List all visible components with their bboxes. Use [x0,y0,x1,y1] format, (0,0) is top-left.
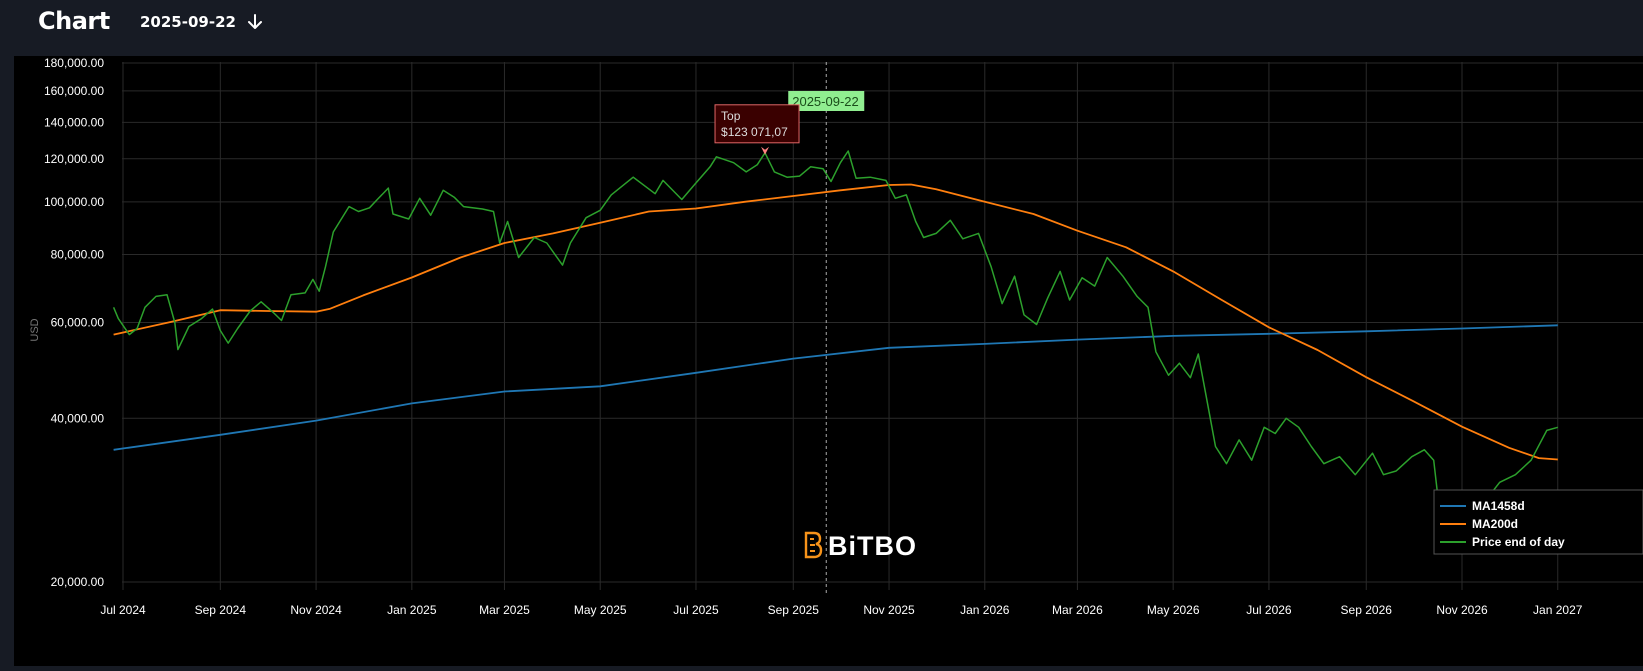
x-tick-label: Jan 2025 [387,603,437,617]
x-tick-label: May 2026 [1147,603,1200,617]
top-marker [761,146,770,155]
legend: MA1458d MA200d Price end of day [1433,489,1643,555]
x-tick-label: Sep 2025 [768,603,820,617]
legend-label[interactable]: MA1458d [1472,499,1525,513]
x-tick-label: Jan 2026 [960,603,1010,617]
top-tooltip: Top $123 071,07 [714,104,800,155]
x-tick-label: Jul 2025 [673,603,719,617]
y-tick-label: 160,000.00 [44,84,104,98]
date-selector[interactable]: 2025-09-22 [140,13,264,31]
x-tick-label: Jan 2027 [1533,603,1583,617]
y-tick-label: 20,000.00 [51,575,105,589]
y-tick-label: 100,000.00 [44,195,104,209]
x-tick-label: Nov 2025 [863,603,915,617]
page-title: Chart [38,7,110,35]
series-line-ma200 [113,183,1558,461]
series-line-price [112,150,1559,535]
y-tick-label: 80,000.00 [51,248,105,262]
x-tick-label: Mar 2026 [1052,603,1103,617]
x-axis: Jul 2024 Sep 2024 Nov 2024 Jan 2025 Mar 2025… [100,603,1582,617]
y-tick-label: 60,000.00 [51,316,105,330]
x-tick-label: Nov 2026 [1436,603,1488,617]
series-line-ma1458 [113,324,1558,451]
x-tick-label: Sep 2024 [195,603,247,617]
x-tick-label: May 2025 [574,603,627,617]
y-axis-label: USD [29,318,41,341]
y-axis: 20,000.00 40,000.00 60,000.00 80,000.00 100,… [44,56,104,589]
y-tick-label: 40,000.00 [51,411,105,425]
bitbo-logo-icon [804,531,823,559]
chart-area: 20,000.00 40,000.00 60,000.00 80,000.00 100,… [14,56,1643,666]
top-bar: Chart 2025-09-22 [0,0,1643,54]
cursor-date-label: 2025-09-22 [788,91,865,111]
cursor-date-text: 2025-09-22 [792,94,859,109]
x-tick-label: Nov 2024 [290,603,342,617]
selected-date: 2025-09-22 [140,13,236,31]
x-tick-label: Sep 2026 [1341,603,1393,617]
series-lines [112,150,1559,535]
price-chart[interactable]: 20,000.00 40,000.00 60,000.00 80,000.00 100,… [14,56,1643,666]
tooltip-label: Top [721,109,741,123]
y-tick-label: 140,000.00 [44,115,104,129]
x-tick-label: Jul 2026 [1246,603,1292,617]
arrow-down-icon[interactable] [246,13,264,31]
legend-label[interactable]: MA200d [1472,517,1518,531]
y-tick-label: 120,000.00 [44,152,104,166]
y-tick-label: 180,000.00 [44,56,104,70]
x-tick-label: Mar 2025 [479,603,530,617]
grid [122,62,1643,590]
tooltip-value: $123 071,07 [721,125,788,139]
x-tick-label: Jul 2024 [100,603,146,617]
legend-label[interactable]: Price end of day [1472,535,1565,549]
bitbo-watermark: BiTBO [804,531,917,561]
watermark-text: BiTBO [828,531,917,561]
